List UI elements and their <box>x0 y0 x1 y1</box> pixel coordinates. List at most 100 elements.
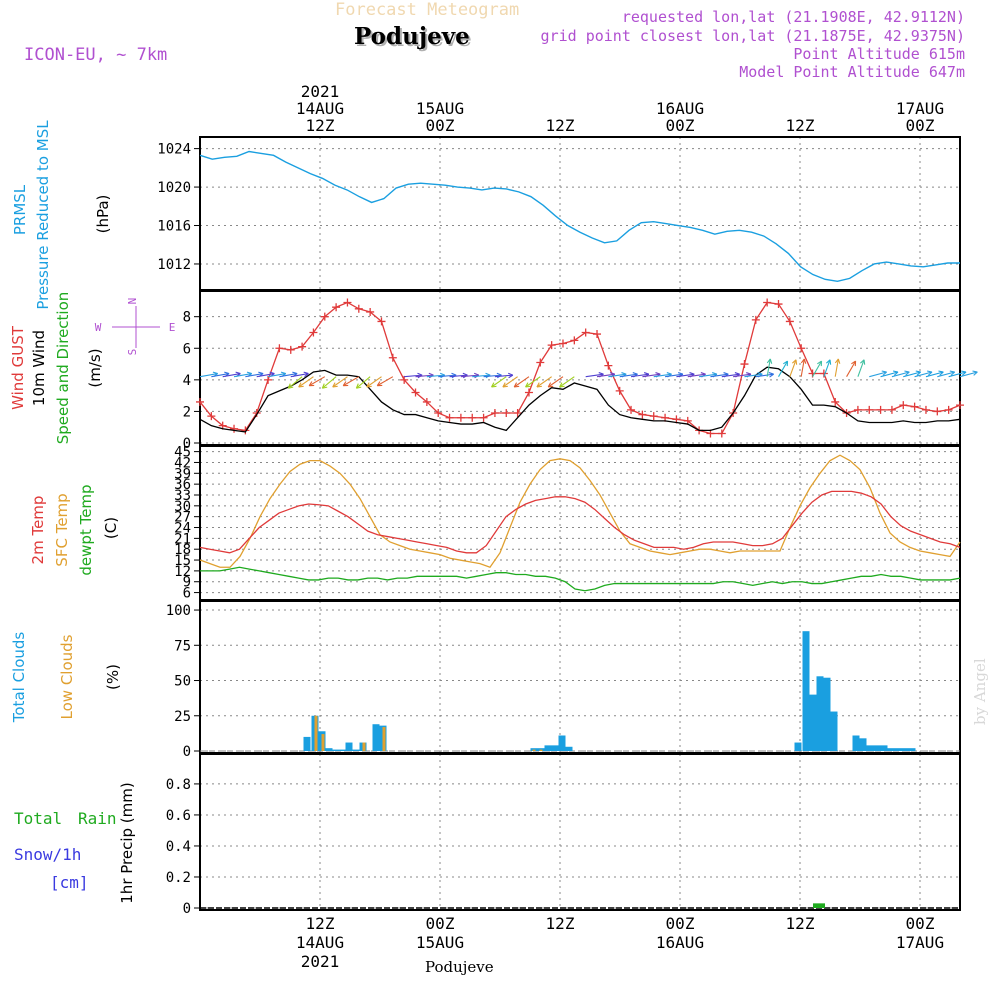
wind-arrow <box>959 371 978 378</box>
gust-marker <box>921 405 930 414</box>
top-time-label: 14AUG <box>296 99 344 118</box>
temp2m-line <box>199 490 961 554</box>
wind-arrow <box>619 373 638 378</box>
wind-arrow <box>846 360 857 377</box>
wind-arrow-head <box>860 359 866 365</box>
ytick-label: 8 <box>183 310 191 326</box>
wind-arrow <box>513 376 530 388</box>
ytick-label: 0.6 <box>166 808 191 824</box>
total-cloud-bar <box>544 745 552 751</box>
ytick-label: 9 <box>183 575 191 591</box>
wind-arrow <box>699 373 718 378</box>
low-cloud-bar <box>362 742 366 751</box>
location-title: Podujeve <box>356 25 472 52</box>
ytick-label: 42 <box>174 455 191 471</box>
wind-arrow <box>596 373 615 378</box>
total-cloud-bar <box>816 676 824 751</box>
footer-location: Podujeve <box>425 958 494 976</box>
gust-marker <box>502 409 511 417</box>
gust-marker <box>286 345 295 354</box>
compass-e: E <box>169 321 176 334</box>
ytick-label: 1020 <box>157 180 191 196</box>
wind-arrow-head <box>927 370 933 376</box>
top-time-label: 00Z <box>426 116 455 135</box>
top-time-label: 12Z <box>306 116 335 135</box>
wind-arrow <box>869 371 887 378</box>
gust-marker <box>944 405 953 414</box>
model-altitude: Model Point Altitude 647m <box>739 63 965 81</box>
ytick-label: 0 <box>183 901 191 917</box>
gust-marker <box>536 358 545 367</box>
bottom-time-label: 00Z <box>426 914 455 933</box>
ytick-label: 2 <box>183 404 191 420</box>
ytick-label: 12 <box>174 564 191 580</box>
wind-arrow-head <box>547 382 554 388</box>
wind-arrow-head <box>791 359 798 365</box>
ytick-label: 39 <box>174 466 191 482</box>
ytick-label: 25 <box>174 709 191 725</box>
wind-arrow <box>834 358 839 377</box>
gust-marker <box>593 330 602 339</box>
gust-marker <box>558 339 567 348</box>
total-cloud-bar <box>794 742 802 751</box>
wind-arrow-head <box>783 360 789 367</box>
total-cloud-bar <box>565 746 573 751</box>
ytick-label: 36 <box>174 477 191 493</box>
wind-arrow <box>857 359 865 377</box>
ytick-label: 30 <box>174 499 191 515</box>
wind-arrow <box>925 371 944 378</box>
gust-marker <box>456 413 465 422</box>
gust-marker <box>207 412 216 421</box>
gust-marker <box>831 397 840 406</box>
wind-arrow-head <box>525 382 531 388</box>
bottom-time-label: 14AUG <box>296 933 344 952</box>
label-precip-mm: 1hr Precip (mm) <box>118 782 136 903</box>
top-time-label: 12Z <box>546 116 575 135</box>
ytick-label: 0 <box>183 436 191 452</box>
compass-w: W <box>95 321 102 334</box>
wind-arrow <box>245 373 264 378</box>
wind-arrow-head <box>915 370 922 376</box>
wind-arrow <box>233 373 252 378</box>
wind-arrow <box>298 376 314 388</box>
gust-marker <box>933 407 942 416</box>
bottom-time-label: 12Z <box>786 914 815 933</box>
wind-arrow <box>710 373 729 378</box>
gust-marker <box>740 360 749 369</box>
wind-arrow-head <box>376 381 383 387</box>
wind-arrow <box>744 373 763 378</box>
ytick-label: 0.2 <box>166 870 191 886</box>
wind-arrow-head <box>342 381 349 387</box>
wind-arrow-head <box>961 370 967 376</box>
wind-arrow <box>664 373 683 378</box>
total-cloud-bar <box>901 748 909 751</box>
wind-arrow-head <box>881 370 888 376</box>
label-sfc-temp: SFC Temp <box>53 493 71 566</box>
ytick-label: 1012 <box>157 257 191 273</box>
wind-arrow-head <box>491 382 497 388</box>
wind-arrow-head <box>536 382 542 388</box>
wind-arrow <box>891 371 910 378</box>
ytick-label: 0.4 <box>166 839 191 855</box>
wind-arrow <box>308 376 326 387</box>
gust-marker <box>241 426 250 435</box>
wind-arrow <box>279 373 298 378</box>
wind-arrow-head <box>502 382 508 388</box>
wind-arrow-head <box>366 382 372 388</box>
wind-arrow-head <box>298 382 304 388</box>
label-percent: (%) <box>104 664 122 690</box>
ytick-label: 21 <box>174 531 191 547</box>
dewpt-line <box>200 566 961 592</box>
ytick-label: 4 <box>183 373 191 389</box>
rain-bar <box>813 903 819 908</box>
pressure-line <box>199 150 960 282</box>
wind-arrow-head <box>892 370 899 376</box>
gust-marker <box>774 300 783 309</box>
total-cloud-bar <box>352 749 360 751</box>
wind-arrow-head <box>287 383 294 389</box>
wind-arrow <box>800 358 805 377</box>
wind-arrow <box>290 373 309 378</box>
panel-precip: 0 0.2 0.4 0.6 0.8 <box>166 753 961 917</box>
total-cloud-bar <box>338 749 346 751</box>
